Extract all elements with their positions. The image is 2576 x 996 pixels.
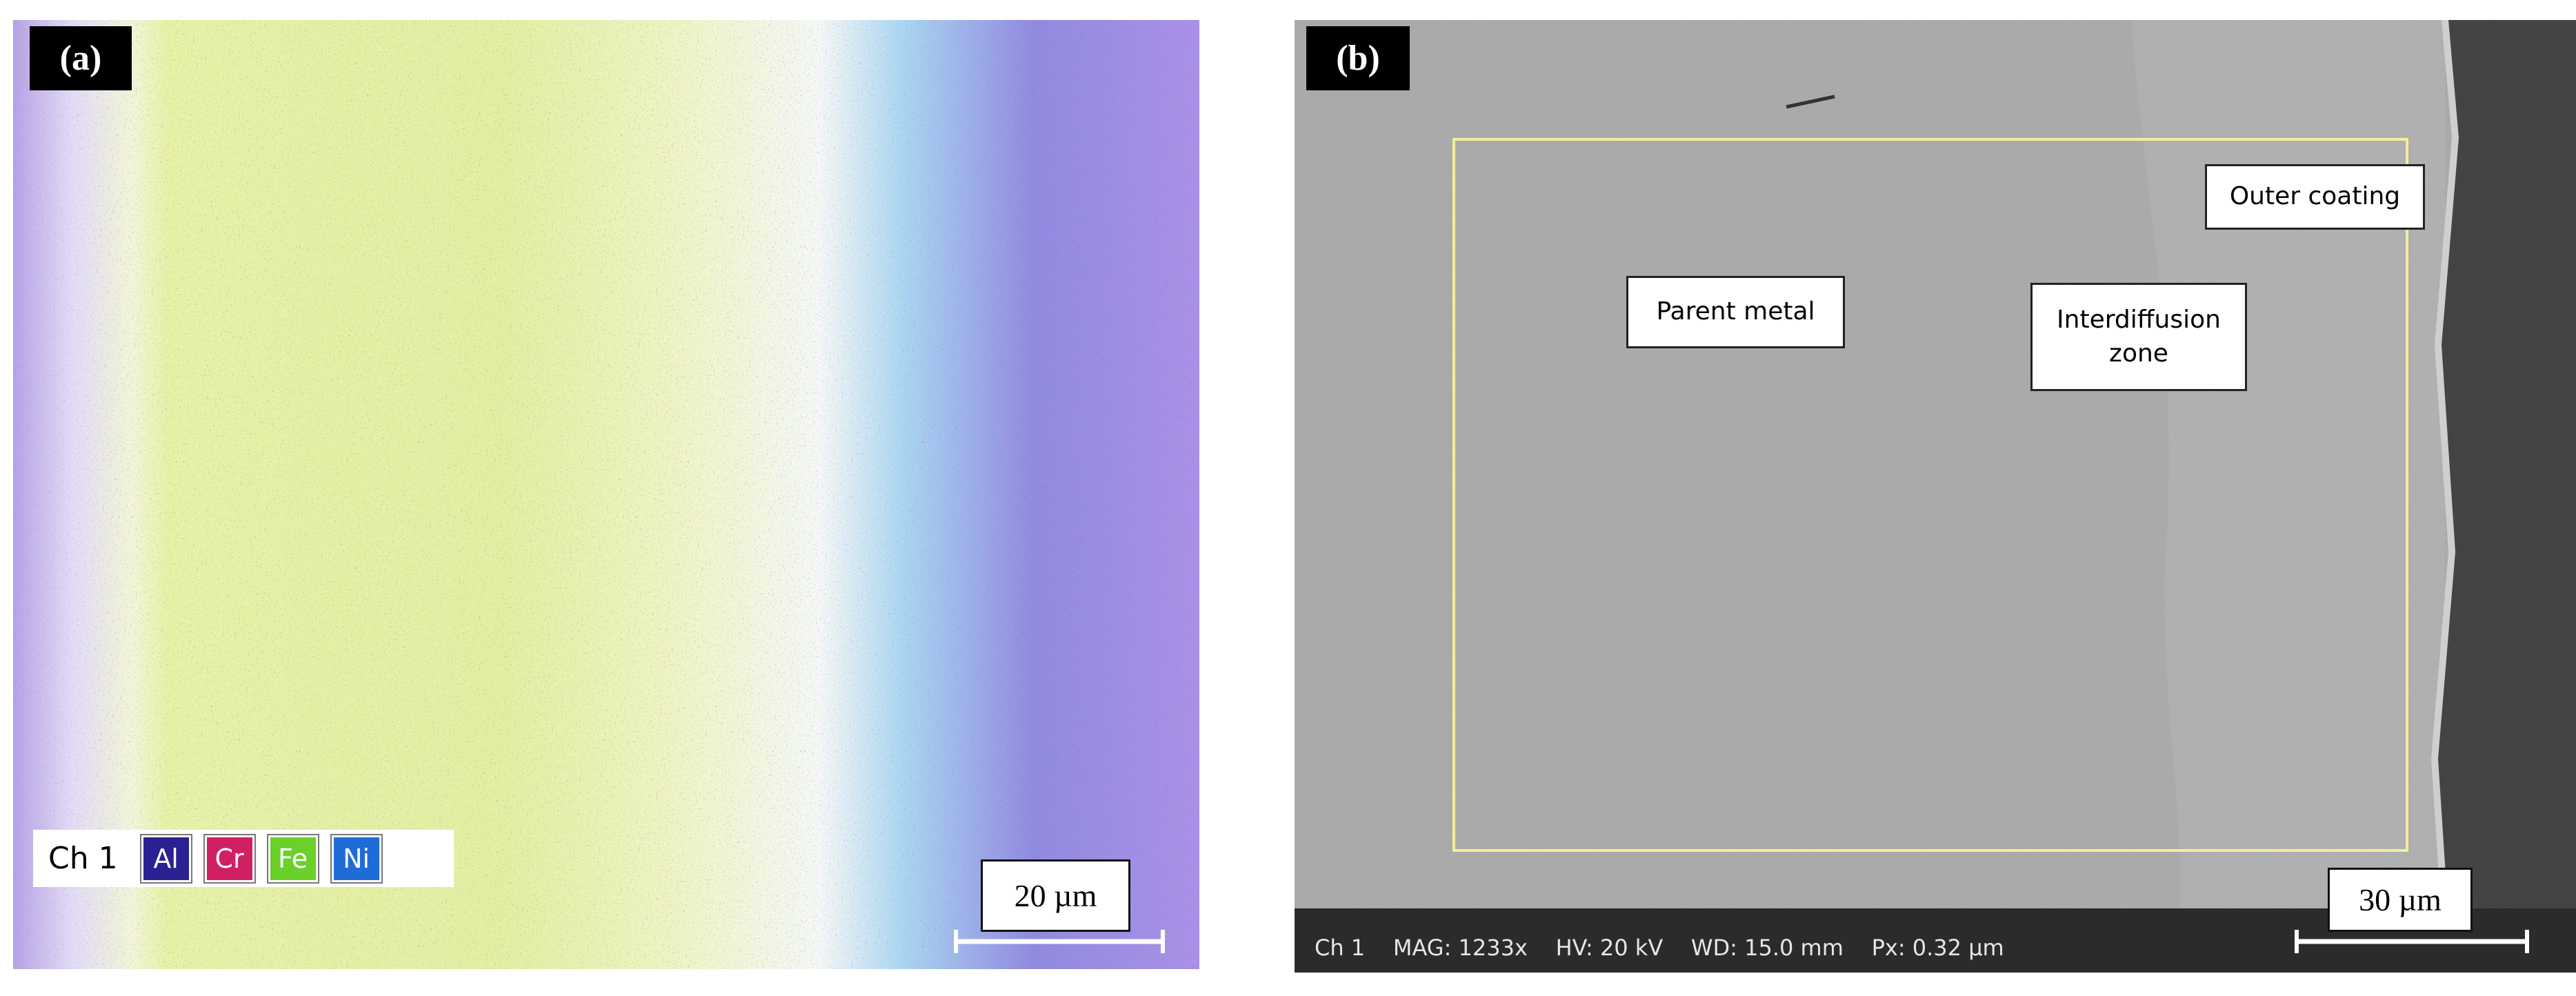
annotation: Interdiffusion zone bbox=[2030, 283, 2247, 391]
annotation: Outer coating bbox=[2205, 164, 2425, 230]
legend-channel: Ch 1 bbox=[48, 841, 118, 876]
status-text: Ch 1 MAG: 1233x HV: 20 kV WD: 15.0 mm Px… bbox=[1315, 935, 2004, 961]
annotation: Parent metal bbox=[1626, 276, 1845, 348]
scratch bbox=[1786, 94, 1835, 109]
panel-label: (b) bbox=[1306, 26, 1410, 90]
scale-label: 20 µm bbox=[981, 859, 1130, 932]
region-frame bbox=[1452, 138, 2408, 852]
legend-element: Al bbox=[139, 833, 192, 884]
eds-speckle bbox=[13, 20, 1199, 969]
sem-grain bbox=[1295, 20, 2576, 917]
legend-element: Fe bbox=[266, 833, 319, 884]
panel-label: (a) bbox=[30, 26, 132, 90]
legend-element: Ni bbox=[330, 833, 383, 884]
legend-element: Cr bbox=[203, 833, 256, 884]
scale-label: 30 µm bbox=[2328, 868, 2473, 932]
legend: Ch 1 Al Cr Fe Ni bbox=[33, 830, 454, 887]
